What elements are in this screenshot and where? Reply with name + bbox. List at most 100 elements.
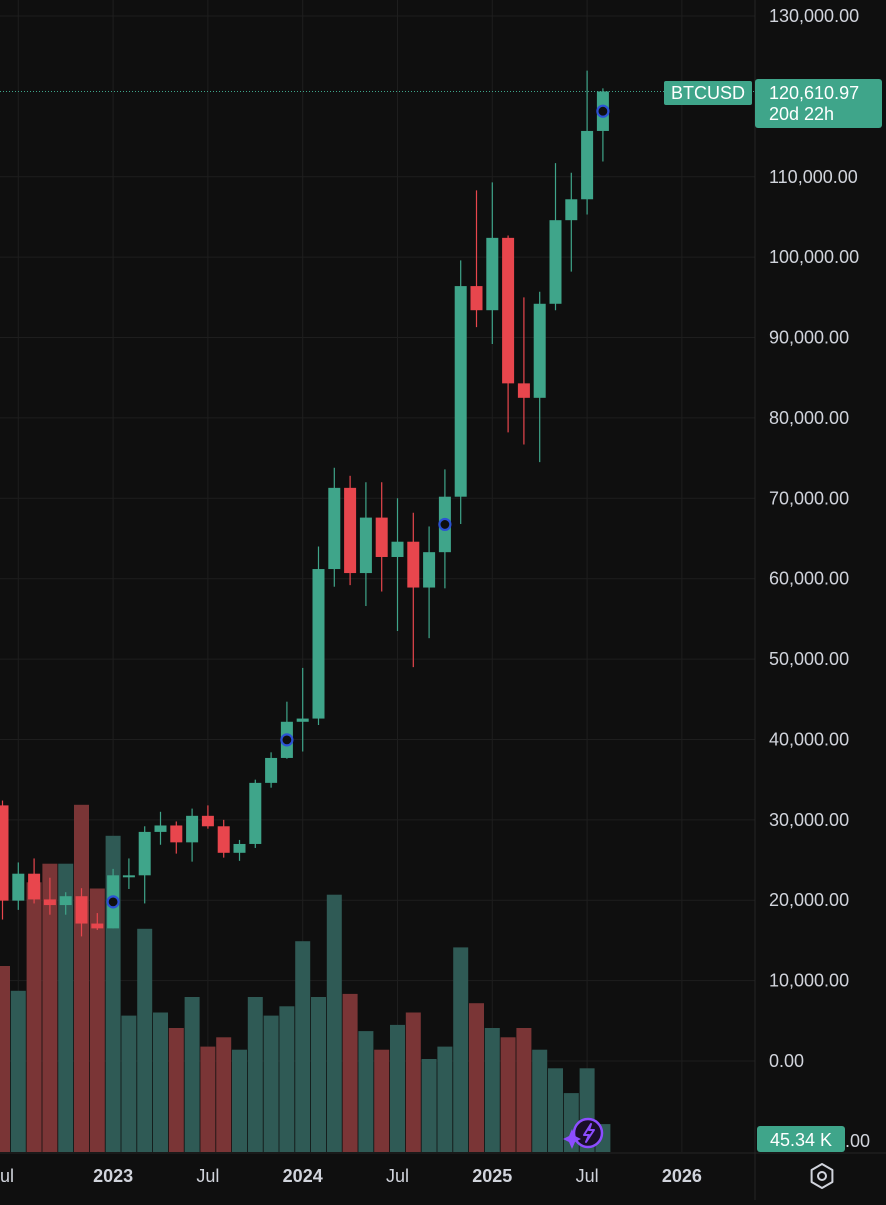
- candle-body: [186, 815, 199, 843]
- candle[interactable]: [28, 858, 41, 904]
- event-marker-icon[interactable]: [596, 104, 610, 118]
- candle[interactable]: [486, 182, 499, 344]
- candle[interactable]: [565, 172, 578, 272]
- candle-body: [328, 487, 341, 570]
- candle[interactable]: [344, 475, 357, 586]
- candle[interactable]: [43, 877, 56, 915]
- candle[interactable]: [201, 805, 214, 829]
- candle[interactable]: [0, 800, 9, 920]
- volume-bar: [484, 1028, 500, 1152]
- time-tick-label: ul: [0, 1166, 14, 1186]
- price-tick-label: 70,000.00: [769, 488, 849, 508]
- volume-bar: [200, 1046, 216, 1152]
- volume-bar: [10, 990, 26, 1152]
- volume-bar: [279, 1006, 295, 1152]
- time-tick-label: Jul: [386, 1166, 409, 1186]
- candle[interactable]: [233, 839, 246, 861]
- candle-body: [170, 825, 183, 843]
- candle-body: [312, 569, 325, 719]
- candle-body: [265, 757, 278, 783]
- price-tick-label: 130,000.00: [769, 6, 859, 26]
- volume-bar: [168, 1028, 184, 1152]
- candle-body: [91, 923, 104, 929]
- candle[interactable]: [296, 667, 309, 752]
- candle-body: [391, 541, 404, 557]
- candle-body: [154, 825, 167, 832]
- candle-body: [249, 782, 262, 844]
- volume-bar: [516, 1028, 532, 1152]
- last-price-tag: 120,610.97 20d 22h: [755, 79, 882, 128]
- candle-body: [375, 517, 388, 557]
- candle-body: [59, 896, 72, 906]
- assistant-sparkle-icon[interactable]: [563, 1117, 604, 1149]
- candle[interactable]: [517, 297, 530, 445]
- candle[interactable]: [407, 512, 420, 668]
- candle-body: [565, 199, 578, 221]
- time-tick-label: Jul: [196, 1166, 219, 1186]
- candle[interactable]: [91, 913, 104, 930]
- candle-body: [28, 873, 41, 900]
- candle[interactable]: [359, 482, 372, 607]
- volume-tag: 45.34 K: [757, 1126, 845, 1152]
- event-marker-icon[interactable]: [280, 733, 294, 747]
- price-tick-label: 30,000.00: [769, 810, 849, 830]
- candle[interactable]: [12, 862, 25, 910]
- candle[interactable]: [59, 892, 72, 915]
- volume-bar: [0, 966, 10, 1152]
- candle[interactable]: [470, 190, 483, 328]
- candle[interactable]: [328, 467, 341, 587]
- candle[interactable]: [265, 752, 278, 788]
- volume-bar: [548, 1068, 563, 1152]
- candle-body: [344, 487, 357, 574]
- candle-body: [43, 899, 56, 906]
- candle-body: [454, 286, 467, 497]
- candles: [0, 70, 609, 937]
- volume-bar: [374, 1049, 390, 1152]
- price-tick-label: 100,000.00: [769, 247, 859, 267]
- price-tick-label: 20,000.00: [769, 890, 849, 910]
- settings-icon[interactable]: [810, 1163, 834, 1189]
- volume-bar: [42, 863, 58, 1152]
- volume-bar: [58, 863, 74, 1152]
- candle[interactable]: [549, 163, 562, 311]
- volume-bar: [390, 1024, 405, 1152]
- candle[interactable]: [75, 888, 88, 937]
- candle-body: [0, 805, 9, 901]
- event-marker-icon[interactable]: [106, 895, 120, 909]
- candle[interactable]: [423, 526, 436, 639]
- candle[interactable]: [375, 482, 388, 592]
- candle[interactable]: [217, 819, 230, 858]
- bar-countdown: 20d 22h: [769, 104, 834, 124]
- candle[interactable]: [154, 811, 167, 845]
- candle-body: [549, 220, 562, 304]
- candle-body: [201, 815, 214, 827]
- volume-bar: [121, 1015, 137, 1152]
- candle-body: [296, 718, 309, 722]
- candle[interactable]: [502, 235, 515, 433]
- event-marker-icon[interactable]: [438, 517, 452, 532]
- volume-bar: [153, 1012, 168, 1152]
- candle-body: [12, 873, 25, 901]
- candle[interactable]: [533, 291, 546, 463]
- volume-bar: [26, 882, 42, 1152]
- candle[interactable]: [170, 821, 183, 854]
- candle[interactable]: [186, 808, 199, 862]
- candle-body: [423, 552, 436, 588]
- time-tick-label: 2026: [662, 1166, 702, 1186]
- candle[interactable]: [138, 826, 151, 904]
- candle[interactable]: [249, 779, 262, 848]
- event-markers: [106, 104, 610, 909]
- candle[interactable]: [312, 546, 325, 725]
- candle-body: [533, 303, 546, 398]
- volume-bar: [469, 1003, 484, 1152]
- volume-bar: [326, 894, 342, 1152]
- candle-body: [217, 826, 230, 853]
- candle-body: [122, 875, 135, 878]
- candle[interactable]: [581, 70, 594, 215]
- candle[interactable]: [391, 498, 404, 631]
- candle[interactable]: [122, 858, 135, 889]
- candle[interactable]: [454, 260, 467, 525]
- price-tick-label: 80,000.00: [769, 408, 849, 428]
